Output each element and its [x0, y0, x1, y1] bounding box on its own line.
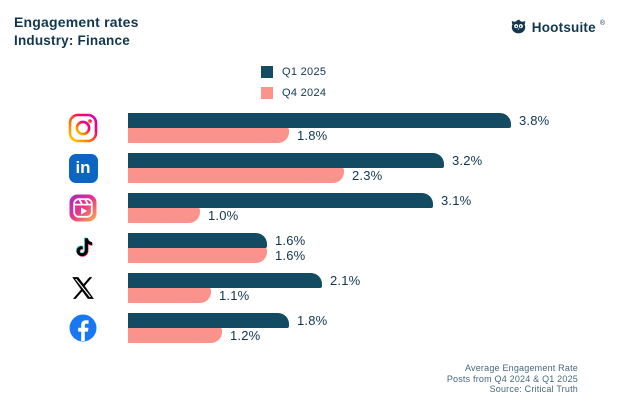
- chart-row-x-twitter: 2.1% 1.1%: [68, 268, 613, 308]
- bar-q4: [128, 328, 222, 343]
- bar-value-label: 2.1%: [330, 273, 361, 288]
- x-twitter-icon: [68, 273, 98, 303]
- page-subtitle: Industry: Finance: [14, 33, 130, 48]
- bar-value-label: 1.6%: [275, 233, 306, 248]
- bar-value-label: 1.0%: [208, 208, 239, 223]
- bar-chart: 3.8% 1.8% in 3.2% 2.3%: [68, 108, 613, 348]
- legend-swatch-q1: [261, 66, 273, 78]
- chart-row-linkedin: in 3.2% 2.3%: [68, 148, 613, 188]
- footnote-line: Average Engagement Rate: [464, 363, 578, 373]
- bar-value-label: 1.6%: [275, 248, 306, 263]
- bar-value-label: 3.8%: [519, 113, 550, 128]
- legend-label: Q4 2024: [282, 87, 327, 99]
- brand-logo: Hootsuite ®: [509, 18, 605, 37]
- bar-q1: [128, 193, 433, 208]
- instagram-icon: [68, 113, 98, 143]
- footnote-source: Source: Critical Truth: [489, 384, 578, 394]
- bar-value-label: 3.1%: [441, 193, 472, 208]
- bar-q1: [128, 113, 511, 128]
- instagram-reels-icon: [68, 193, 98, 223]
- bar-value-label: 3.2%: [452, 153, 483, 168]
- legend-item-q4-2024: Q4 2024: [261, 87, 326, 99]
- chart-row-facebook: 1.8% 1.2%: [68, 308, 613, 348]
- bar-q4: [128, 208, 200, 223]
- legend-swatch-q4: [261, 87, 273, 99]
- chart-footnote: Average Engagement Rate Posts from Q4 20…: [447, 363, 578, 395]
- bar-q1: [128, 313, 289, 328]
- bar-value-label: 2.3%: [352, 168, 383, 183]
- legend-label: Q1 2025: [282, 66, 327, 78]
- bar-q1: [128, 273, 322, 288]
- bar-value-label: 1.2%: [230, 328, 261, 343]
- brand-name: Hootsuite: [531, 20, 596, 35]
- chart-row-instagram: 3.8% 1.8%: [68, 108, 613, 148]
- bar-q1: [128, 233, 267, 248]
- bar-q1: [128, 153, 444, 168]
- page-title: Engagement rates: [14, 14, 139, 30]
- bar-value-label: 1.8%: [297, 313, 328, 328]
- bar-value-label: 1.1%: [219, 288, 250, 303]
- hootsuite-owl-icon: [509, 18, 528, 37]
- header: Engagement rates Industry: Finance: [14, 13, 139, 50]
- linkedin-icon: in: [68, 153, 98, 183]
- registered-mark: ®: [599, 20, 605, 27]
- bar-q4: [128, 128, 289, 143]
- chart-legend: Q1 2025 Q4 2024: [261, 66, 326, 99]
- chart-row-tiktok: 1.6% 1.6%: [68, 228, 613, 268]
- bar-q4: [128, 288, 211, 303]
- bar-q4: [128, 248, 267, 263]
- footnote-line: Posts from Q4 2024 & Q1 2025: [446, 373, 578, 384]
- legend-item-q1-2025: Q1 2025: [261, 66, 326, 78]
- linkedin-glyph: in: [75, 157, 91, 177]
- tiktok-icon: [68, 233, 98, 263]
- bar-q4: [128, 168, 344, 183]
- bar-value-label: 1.8%: [297, 128, 328, 143]
- facebook-icon: [68, 313, 98, 343]
- chart-row-instagram-reels: 3.1% 1.0%: [68, 188, 613, 228]
